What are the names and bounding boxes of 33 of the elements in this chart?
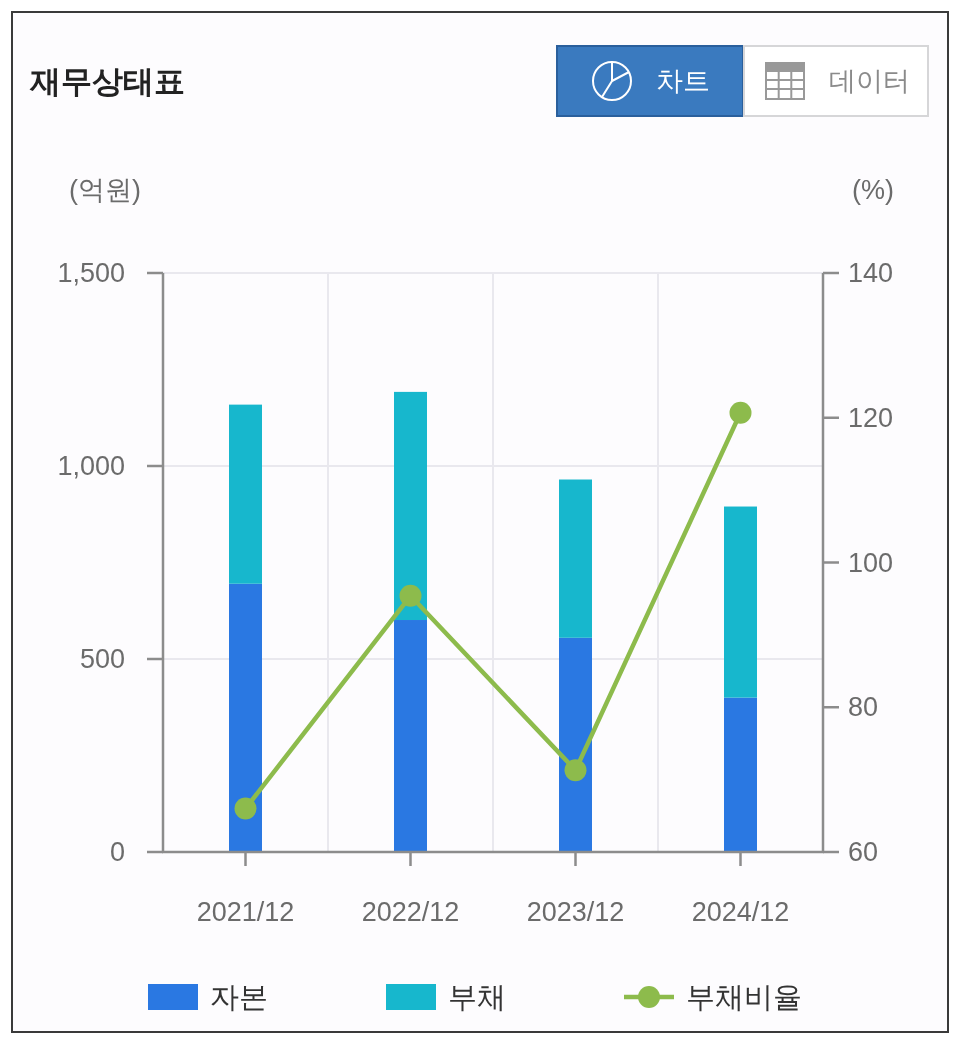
- legend-label: 부채비율: [686, 981, 802, 1013]
- point: [729, 401, 752, 424]
- y-tick-label: 0: [109, 837, 125, 867]
- x-tick-label: 2022/12: [361, 897, 460, 927]
- bar: [394, 391, 427, 621]
- point: [234, 797, 257, 820]
- y2-tick-label: 60: [848, 837, 879, 867]
- y2-tick-label: 80: [848, 692, 879, 723]
- y-axis-title: (억원): [69, 175, 141, 205]
- y2-axis-title: (%): [852, 175, 894, 205]
- button: 차트: [556, 45, 744, 117]
- y-tick-label: 1,000: [57, 451, 125, 481]
- bar: [724, 697, 757, 852]
- point: [564, 759, 587, 782]
- bar: [229, 404, 262, 584]
- bar: [394, 620, 427, 852]
- button: 데이터: [743, 45, 929, 117]
- legend-label: 부채: [448, 981, 506, 1013]
- y2-tick-label: 100: [848, 547, 894, 578]
- bar: [559, 479, 592, 638]
- y-tick-label: 500: [79, 644, 125, 674]
- y-tick-label: 1,500: [57, 258, 125, 288]
- y2-tick-label: 140: [848, 258, 894, 288]
- legend-label: 자본: [210, 981, 268, 1013]
- y2-tick-label: 120: [848, 402, 894, 433]
- x-tick-label: 2021/12: [196, 897, 295, 927]
- bar: [724, 506, 757, 698]
- bar: [559, 637, 592, 852]
- x-tick-label: 2024/12: [691, 897, 790, 927]
- x-tick-label: 2023/12: [526, 897, 625, 927]
- bar: [229, 583, 262, 852]
- point: [399, 584, 422, 607]
- chart-title: 재무상태표: [29, 63, 185, 99]
